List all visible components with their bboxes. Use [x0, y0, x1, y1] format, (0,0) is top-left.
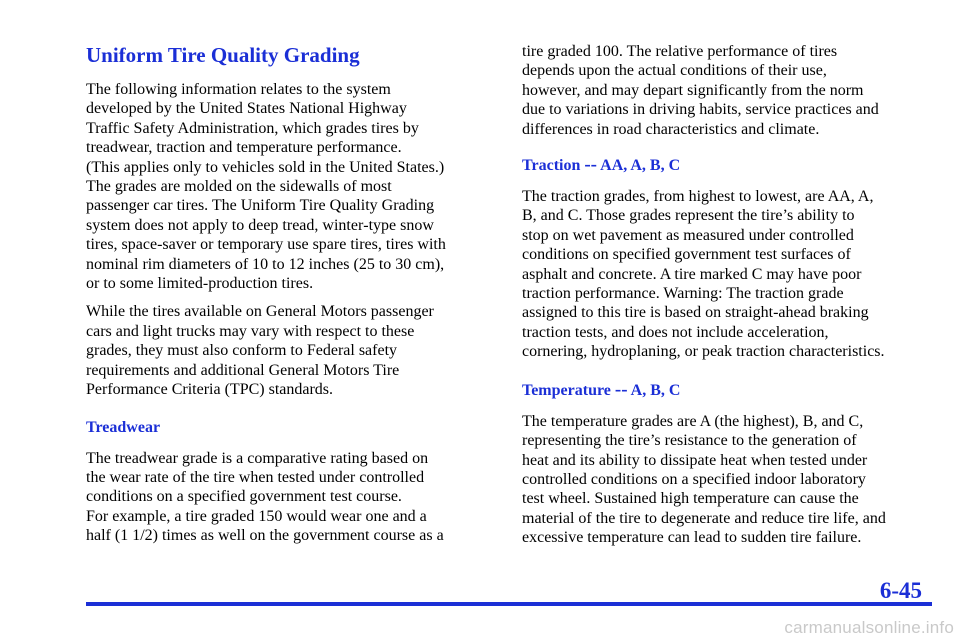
footer-rule	[86, 602, 932, 606]
temperature-heading-grades: A, B, C	[627, 381, 681, 399]
right-column: tire graded 100. The relative performanc…	[522, 42, 932, 557]
treadwear-continued-paragraph: tire graded 100. The relative performanc…	[522, 43, 879, 138]
intro-paragraph: The following information relates to the…	[86, 81, 446, 293]
left-column: Uniform Tire Quality Grading The followi…	[86, 38, 496, 555]
temperature-heading-label: Temperature	[522, 381, 615, 399]
watermark: carmanualsonline.info	[784, 618, 954, 637]
temperature-heading-dash: --	[614, 378, 628, 400]
traction-heading-grades: AA, A, B, C	[597, 157, 681, 175]
temperature-paragraph: The temperature grades are A (the highes…	[522, 412, 886, 547]
traction-heading: Traction -- AA, A, B, C	[522, 155, 932, 176]
gm-standards-paragraph: While the tires available on General Mot…	[86, 303, 434, 399]
treadwear-heading: Treadwear	[86, 418, 161, 436]
temperature-heading: Temperature -- A, B, C	[522, 378, 932, 401]
treadwear-paragraph: The treadwear grade is a comparative rat…	[86, 449, 444, 545]
section-title: Uniform Tire Quality Grading	[86, 43, 360, 67]
traction-heading-dash: --	[584, 154, 598, 176]
traction-paragraph: The traction grades, from highest to low…	[522, 188, 885, 361]
page-number: 6-45	[879, 578, 922, 603]
traction-heading-label: Traction	[522, 157, 585, 175]
